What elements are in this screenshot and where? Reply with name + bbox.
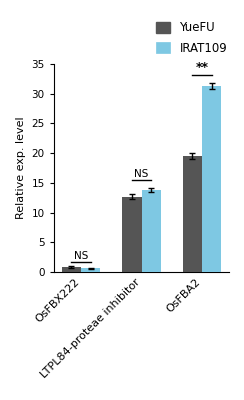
Bar [183,156,202,272]
Text: NS: NS [134,169,149,179]
Y-axis label: Relative exp. level: Relative exp. level [16,117,26,219]
Text: NS: NS [74,251,88,261]
Legend: YueFU, IRAT109: YueFU, IRAT109 [152,18,231,58]
Bar [62,267,81,272]
Bar [202,86,221,272]
Bar [142,190,161,272]
Bar [122,196,142,272]
Text: **: ** [195,60,209,74]
Bar [81,268,100,272]
